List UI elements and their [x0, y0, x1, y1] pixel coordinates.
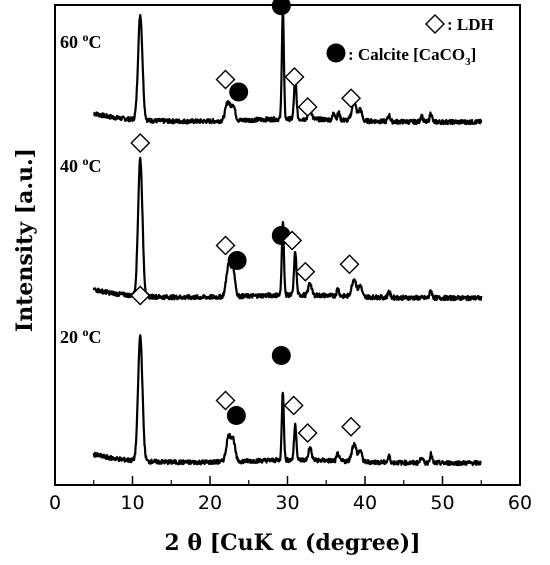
- legend-calcite-label: : Calcite [CaCO3]: [348, 45, 476, 68]
- legend: : LDH : Calcite [CaCO3]: [326, 14, 494, 68]
- ldh-marker: [284, 67, 305, 87]
- ldh-marker: [297, 97, 318, 117]
- series-label-degree: o: [83, 154, 89, 168]
- calcite-marker: [271, 0, 291, 16]
- ldh-marker: [339, 254, 360, 275]
- series-label: 60 oC: [60, 30, 102, 52]
- x-tick-label: 30: [275, 492, 299, 514]
- ldh-marker: [215, 390, 236, 411]
- ldh-marker: [295, 261, 316, 282]
- ldh-marker: [282, 230, 303, 251]
- x-tick-label: 20: [198, 492, 222, 514]
- x-tick-label: 10: [120, 492, 144, 514]
- ldh-marker: [341, 416, 362, 437]
- ldh-marker: [215, 69, 236, 90]
- ldh-marker: [297, 423, 318, 443]
- series-label-unit: C: [89, 156, 102, 176]
- legend-calcite-marker: [326, 43, 346, 63]
- legend-calcite-text: : Calcite [CaCO: [348, 45, 465, 64]
- series-label: 20 oC: [60, 325, 102, 347]
- series-label-degree: o: [83, 325, 89, 339]
- peak-markers: [130, 0, 362, 443]
- calcite-marker: [271, 346, 291, 365]
- calcite-marker: [226, 406, 246, 425]
- x-tick-label: 0: [49, 492, 61, 514]
- series-label-unit: C: [89, 32, 102, 52]
- trace-40: [92, 156, 483, 302]
- x-tick-label: 50: [430, 492, 454, 514]
- series-label-value: 20: [60, 327, 83, 347]
- x-axis-label: 2 θ [CuK α (degree)]: [164, 530, 420, 556]
- x-tick-label: 60: [508, 492, 532, 514]
- calcite-marker: [227, 251, 247, 270]
- ldh-marker: [341, 88, 362, 109]
- x-tick-label: 40: [353, 492, 377, 514]
- calcite-marker: [229, 82, 249, 102]
- ldh-marker: [215, 235, 236, 256]
- series-label: 40 oC: [60, 154, 102, 176]
- series-label-unit: C: [89, 327, 102, 347]
- legend-ldh-label: : LDH: [447, 15, 494, 34]
- axes: 0 10 20 30 40 50 60 2 θ [CuK α (degree)] Intensi…: [12, 4, 532, 556]
- trace-60: [93, 9, 483, 126]
- legend-calcite-subscript: 3: [465, 56, 471, 68]
- legend-calcite-close: ]: [471, 45, 477, 64]
- y-axis-label: Intensity [a.u.]: [12, 148, 38, 332]
- series-label-value: 60: [60, 32, 83, 52]
- series-label-value: 40: [60, 156, 83, 176]
- legend-ldh-marker: [425, 14, 445, 34]
- ldh-marker: [283, 395, 304, 416]
- ldh-marker: [130, 133, 151, 153]
- series-label-degree: o: [83, 30, 89, 44]
- ldh-marker: [130, 285, 151, 306]
- trace-20: [92, 334, 482, 467]
